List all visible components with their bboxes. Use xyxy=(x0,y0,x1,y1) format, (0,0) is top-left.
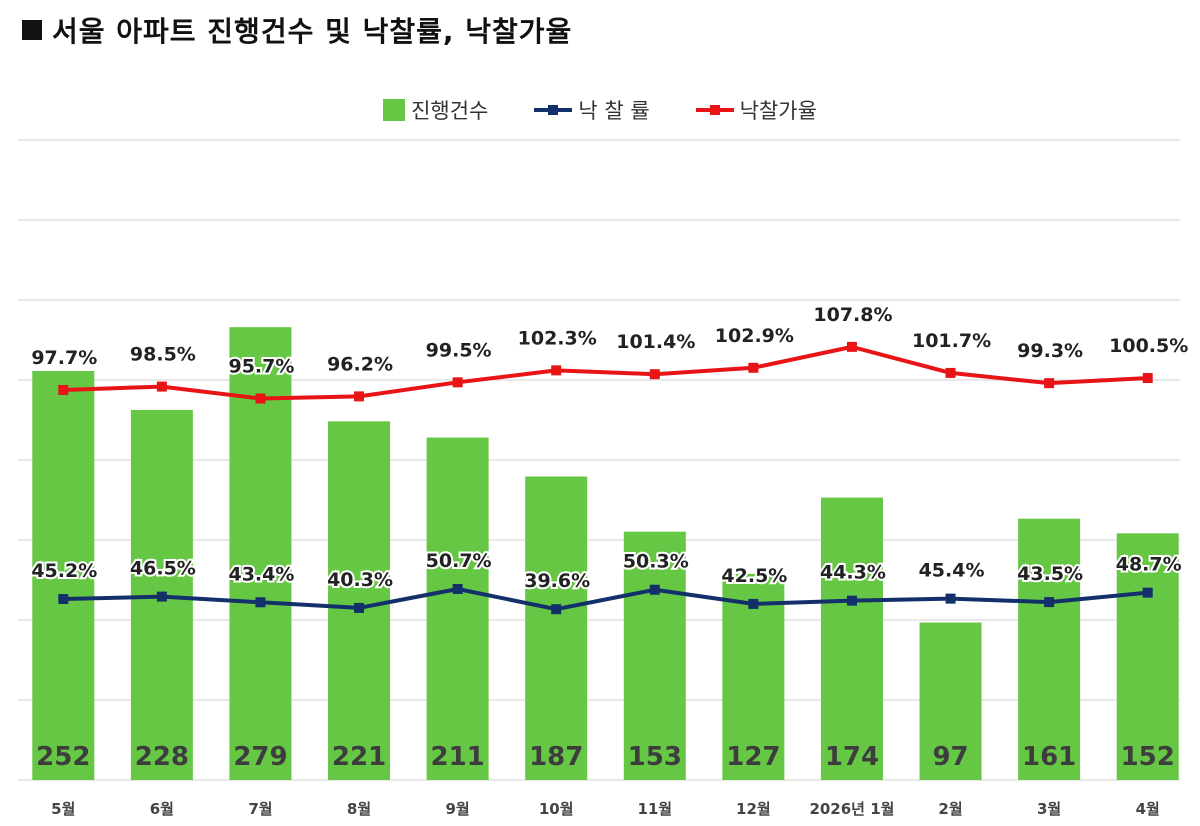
price-rate-marker xyxy=(945,367,956,378)
x-axis-label: 9월 xyxy=(446,800,470,818)
legend-item-price: 낙찰가율 xyxy=(695,95,817,125)
price-rate-label: 101.7% xyxy=(912,330,991,352)
x-axis-label: 4월 xyxy=(1136,800,1160,818)
bar-value-label: 187 xyxy=(529,742,583,772)
win-rate-marker xyxy=(58,594,69,604)
price-rate-marker xyxy=(1044,378,1055,389)
bar xyxy=(525,476,588,780)
bar xyxy=(1018,518,1081,780)
bar-value-label: 174 xyxy=(825,742,879,772)
win-rate-marker xyxy=(156,591,167,602)
win-rate-marker xyxy=(255,597,266,608)
win-rate-label: 43.5% xyxy=(1017,563,1083,585)
legend-item-bar: 진행건수 xyxy=(383,95,488,125)
x-axis-label: 12월 xyxy=(736,800,771,818)
price-rate-label: 101.4% xyxy=(616,331,695,353)
win-rate-label: 42.5% xyxy=(721,565,787,587)
legend-rate-label: 낙 찰 률 xyxy=(578,99,650,123)
win-rate-marker xyxy=(1044,597,1055,608)
price-rate-label: 99.5% xyxy=(426,339,492,361)
legend-item-rate: 낙 찰 률 xyxy=(534,95,650,125)
bar-value-label: 211 xyxy=(430,742,484,772)
price-rate-label: 102.9% xyxy=(715,325,794,347)
price-rate-marker xyxy=(354,391,365,402)
bar xyxy=(623,531,686,780)
x-axis-label: 11월 xyxy=(637,800,672,818)
price-rate-marker xyxy=(748,362,759,373)
x-axis-label: 7월 xyxy=(248,800,272,818)
price-rate-label: 102.3% xyxy=(518,327,597,349)
legend-rate-line-icon xyxy=(534,105,573,115)
win-rate-label: 44.3% xyxy=(820,562,886,584)
win-rate-label: 50.3% xyxy=(623,551,689,573)
bar xyxy=(1116,533,1179,780)
win-rate-label: 48.7% xyxy=(1116,554,1182,576)
win-rate-marker xyxy=(748,598,759,609)
chart-title: 서울 아파트 진행건수 및 낙찰률, 낙찰가율 xyxy=(22,10,572,50)
bar xyxy=(32,371,95,780)
price-rate-label: 98.5% xyxy=(130,344,196,366)
win-rate-marker xyxy=(354,602,365,613)
win-rate-label: 40.3% xyxy=(327,569,393,591)
price-rate-marker xyxy=(649,369,660,380)
bar xyxy=(820,497,883,780)
win-rate-marker xyxy=(649,584,660,595)
bar xyxy=(328,421,391,780)
x-axis-label: 10월 xyxy=(539,800,574,818)
bar-value-label: 228 xyxy=(135,742,189,772)
win-rate-marker xyxy=(551,604,562,615)
x-axis-label: 6월 xyxy=(150,800,174,818)
price-rate-marker xyxy=(58,385,69,395)
legend: 진행건수 낙 찰 률 낙찰가율 xyxy=(0,92,1200,128)
bar-value-label: 221 xyxy=(332,742,386,772)
price-rate-line xyxy=(63,344,1148,401)
title-square-icon xyxy=(22,20,42,40)
price-rate-marker xyxy=(156,381,167,392)
win-rate-label: 50.7% xyxy=(426,550,492,572)
bar-value-label: 97 xyxy=(932,742,968,772)
price-rate-label: 100.5% xyxy=(1109,335,1188,357)
price-rate-label: 107.8% xyxy=(813,304,892,326)
x-axis-label: 5월 xyxy=(51,800,75,818)
win-rate-label: 43.4% xyxy=(228,563,294,585)
win-rate-marker xyxy=(1142,587,1153,598)
price-rate-label: 95.7% xyxy=(228,356,294,378)
bar-value-label: 127 xyxy=(726,742,780,772)
price-rate-marker xyxy=(846,341,857,352)
legend-bar-swatch-icon xyxy=(383,99,406,121)
price-rate-marker xyxy=(551,365,562,376)
bar xyxy=(919,622,982,780)
price-rate-label: 99.3% xyxy=(1017,340,1083,362)
win-rate-label: 45.2% xyxy=(31,560,97,582)
legend-price-label: 낙찰가율 xyxy=(739,99,817,123)
legend-bar-label: 진행건수 xyxy=(411,99,489,123)
legend-price-line-icon xyxy=(695,105,734,115)
x-axis-label: 3월 xyxy=(1037,800,1061,818)
bar-value-label: 252 xyxy=(36,742,90,772)
win-rate-marker xyxy=(846,595,857,606)
win-rate-marker xyxy=(945,593,956,604)
chart-title-text: 서울 아파트 진행건수 및 낙찰률, 낙찰가율 xyxy=(52,15,573,48)
price-rate-marker xyxy=(1142,373,1153,384)
win-rate-line xyxy=(63,586,1148,612)
x-axis-label: 8월 xyxy=(347,800,371,818)
win-rate-label: 39.6% xyxy=(524,570,590,592)
price-rate-label: 96.2% xyxy=(327,353,393,375)
x-axis-label: 2026년 1월 xyxy=(809,800,894,818)
bar xyxy=(426,437,489,780)
bar-value-label: 153 xyxy=(628,742,682,772)
price-rate-label: 97.7% xyxy=(31,347,97,369)
price-rate-marker xyxy=(255,393,266,404)
bar-value-label: 152 xyxy=(1121,742,1175,772)
bar-value-label: 279 xyxy=(233,742,287,772)
win-rate-label: 46.5% xyxy=(130,558,196,580)
price-rate-marker xyxy=(452,377,463,388)
bar-value-label: 161 xyxy=(1022,742,1076,772)
win-rate-label: 45.4% xyxy=(919,560,985,582)
win-rate-marker xyxy=(452,583,463,594)
x-axis-label: 2월 xyxy=(938,800,962,818)
